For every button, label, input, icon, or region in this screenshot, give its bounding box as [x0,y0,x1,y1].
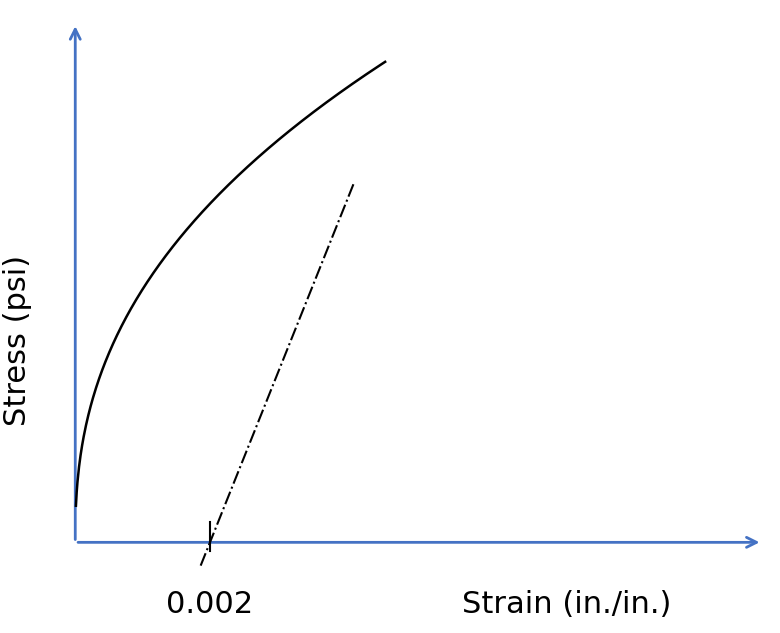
Text: Strain (in./in.): Strain (in./in.) [463,591,672,619]
Text: 0.002: 0.002 [166,591,254,619]
Text: Stress (psi): Stress (psi) [3,255,33,426]
